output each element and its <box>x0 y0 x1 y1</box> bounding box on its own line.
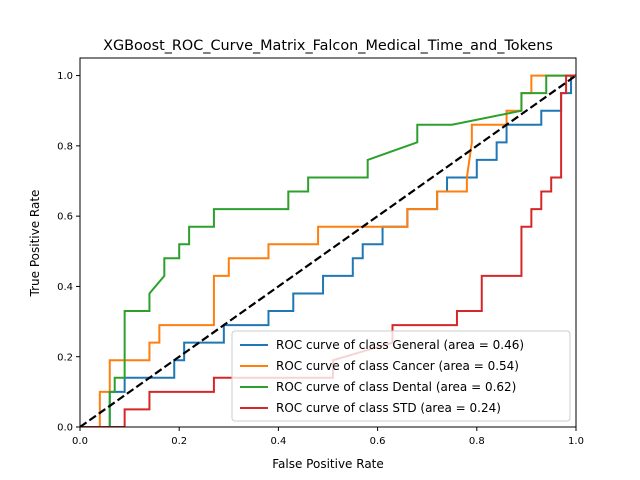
legend-box <box>231 330 571 422</box>
y-tick-label: 0.4 <box>57 282 73 293</box>
y-tick-label: 0.0 <box>57 423 73 434</box>
roc-series-line-2 <box>80 74 576 427</box>
y-tick-label: 1.0 <box>57 71 73 82</box>
plot-area <box>80 74 576 427</box>
roc-series-line-3 <box>80 74 576 427</box>
legend-entry-label-1: ROC curve of class Cancer (area = 0.54) <box>276 359 519 373</box>
y-tick-label: 0.8 <box>57 141 73 152</box>
legend: ROC curve of class General (area = 0.46)… <box>231 330 571 422</box>
legend-entry-label-3: ROC curve of class STD (area = 0.24) <box>276 401 501 415</box>
legend-entry-label-2: ROC curve of class Dental (area = 0.62) <box>276 380 516 394</box>
y-tick-label: 0.2 <box>57 352 73 363</box>
x-tick-label: 0.6 <box>370 436 386 447</box>
axes: 0.0 0.2 0.4 0.6 0.8 1.0 0.0 0.2 0.4 0.6 0.8 1.0 <box>57 57 584 447</box>
x-axis-label: False Positive Rate <box>272 457 384 471</box>
x-tick-label: 0.2 <box>171 436 187 447</box>
axes-frame <box>79 57 577 428</box>
x-tick-label: 0.4 <box>270 436 286 447</box>
x-tick-label: 1.0 <box>568 436 584 447</box>
y-tick-label: 0.6 <box>57 212 73 223</box>
y-axis-label: True Positive Rate <box>28 190 42 298</box>
roc-series-line-0 <box>80 74 576 427</box>
x-tick-label: 0.0 <box>72 436 88 447</box>
x-tick-label: 0.8 <box>469 436 485 447</box>
chance-diagonal-line <box>80 74 576 427</box>
legend-entry-label-0: ROC curve of class General (area = 0.46) <box>276 338 524 352</box>
chart-title: XGBoost_ROC_Curve_Matrix_Falcon_Medical_… <box>103 38 553 54</box>
